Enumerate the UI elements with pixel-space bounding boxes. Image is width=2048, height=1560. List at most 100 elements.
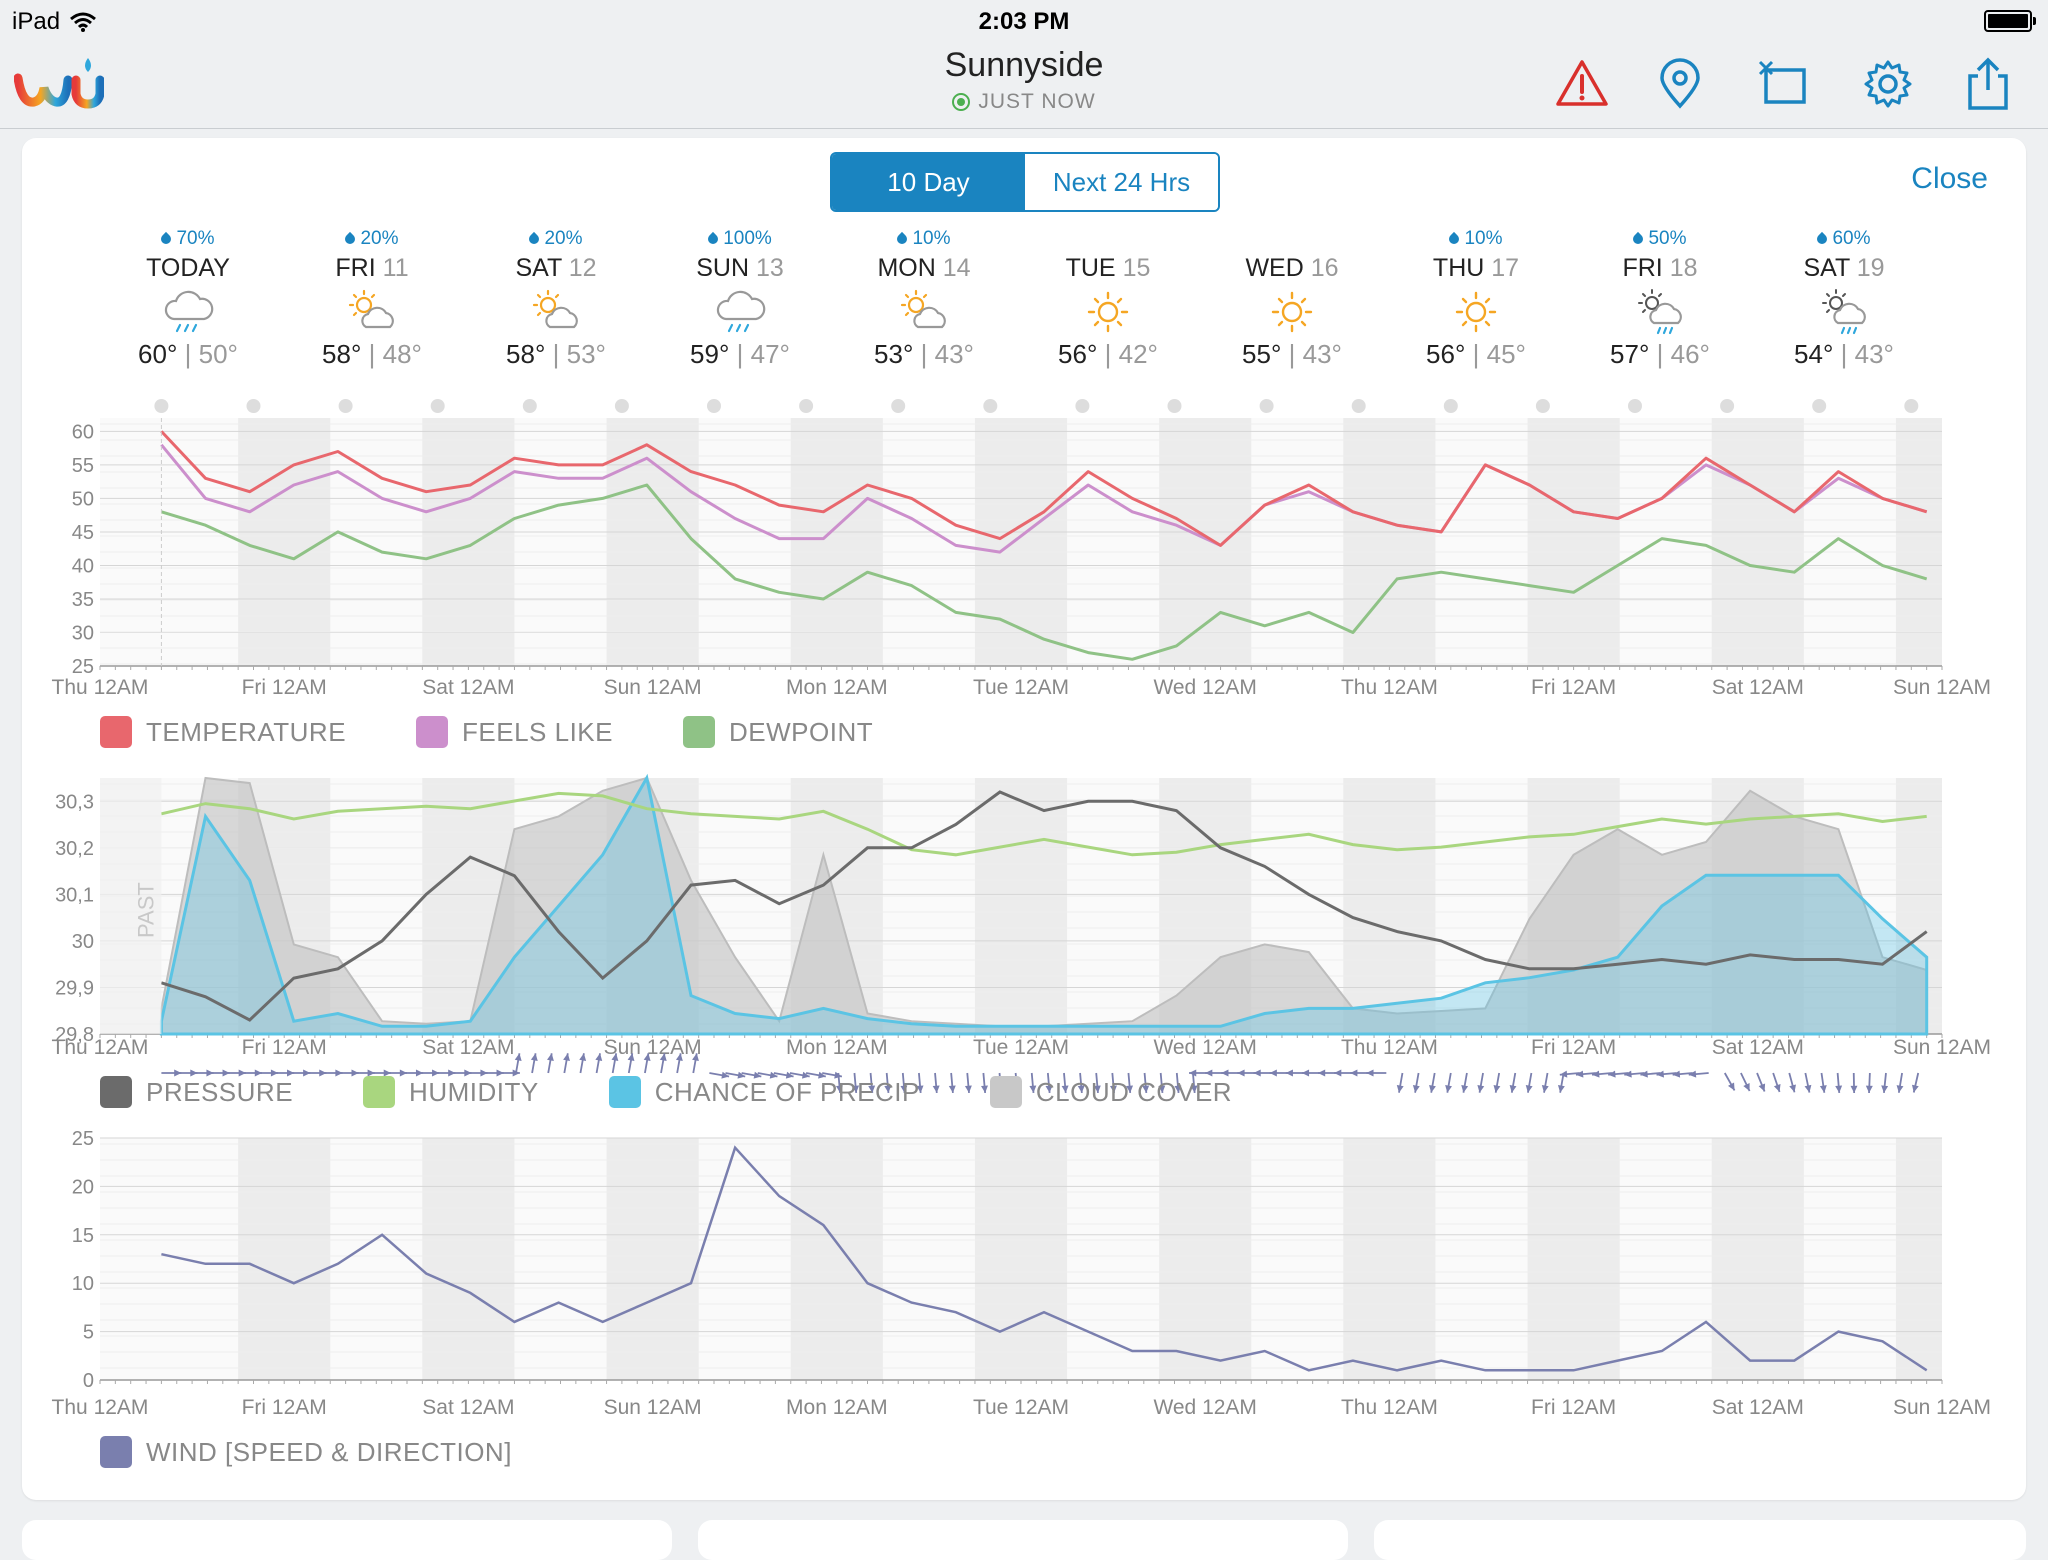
wind-arrow-icon	[1526, 1073, 1533, 1093]
legend-conditions-chart: PRESSURE HUMIDITY CHANCE OF PRECIP CLOUD…	[100, 1076, 1288, 1108]
x-tick-label: Tue 12AM	[973, 1396, 1069, 1419]
x-tick-label: Sun 12AM	[1893, 1036, 1991, 1059]
share-icon[interactable]	[1960, 56, 2016, 112]
legend-label: FEELS LIKE	[462, 717, 613, 748]
day-marker-dot	[1720, 399, 1734, 413]
wind-arrow-icon	[1851, 1073, 1858, 1093]
y-tick-label: 5	[83, 1322, 94, 1344]
wind-arrow-head	[1774, 1084, 1781, 1092]
legend-temperature[interactable]: TEMPERATURE	[100, 716, 346, 748]
legend-swatch	[683, 716, 715, 748]
day-marker-dot	[154, 399, 168, 413]
night-band	[1343, 1138, 1435, 1380]
legend-swatch	[100, 1436, 132, 1468]
night-band	[1159, 1138, 1251, 1380]
wind-arrow-head	[1429, 1085, 1436, 1093]
legend-label: WIND [SPEED & DIRECTION]	[146, 1437, 512, 1468]
y-tick-label: 60	[72, 421, 94, 443]
wind-arrow-icon	[1689, 1071, 1709, 1078]
x-tick-label: Fri 12AM	[1531, 1036, 1616, 1059]
x-tick-label: Sun 12AM	[1893, 1396, 1991, 1419]
x-tick-label: Fri 12AM	[1531, 1396, 1616, 1419]
day-marker-dot	[1904, 399, 1918, 413]
night-band	[238, 1138, 330, 1380]
status-dot-icon	[952, 93, 970, 111]
wind-arrow-head	[579, 1053, 586, 1061]
wind-arrow-head	[1866, 1086, 1873, 1093]
battery-icon	[1984, 10, 2032, 32]
wind-arrow-head	[1851, 1086, 1858, 1093]
wind-arrow-icon	[1461, 1073, 1468, 1093]
wind-arrow-icon	[1445, 1073, 1452, 1093]
past-label: PAST	[133, 882, 158, 938]
legend-humidity[interactable]: HUMIDITY	[363, 1076, 539, 1108]
day-marker-dot	[799, 399, 813, 413]
x-tick-label: Fri 12AM	[242, 676, 327, 699]
wind-arrow-icon	[1820, 1073, 1827, 1093]
x-tick-label: Tue 12AM	[973, 676, 1069, 699]
legend-swatch	[416, 716, 448, 748]
gear-icon[interactable]	[1860, 56, 1916, 112]
y-tick-label: 30	[72, 622, 94, 644]
page-title: Sunnyside	[0, 46, 2048, 85]
night-band	[1528, 1138, 1620, 1380]
wind-arrow-icon	[1912, 1073, 1919, 1093]
x-tick-label: Sun 12AM	[604, 676, 702, 699]
x-tick-label: Thu 12AM	[52, 1036, 149, 1059]
y-tick-label: 50	[72, 488, 94, 510]
location-icon[interactable]	[1652, 56, 1708, 112]
day-marker-dot	[707, 399, 721, 413]
wind-arrow-icon	[1397, 1073, 1404, 1093]
wind-arrow-head	[1689, 1071, 1696, 1078]
legend-wind-chart: WIND [SPEED & DIRECTION]	[100, 1436, 568, 1468]
wind-arrow-icon	[547, 1053, 554, 1073]
night-band	[422, 1138, 514, 1380]
cast-icon[interactable]	[1756, 56, 1812, 112]
night-band	[238, 418, 330, 666]
x-tick-label: Wed 12AM	[1153, 1396, 1257, 1419]
wind-arrow-head	[1494, 1085, 1501, 1093]
day-marker-dot	[1628, 399, 1642, 413]
wind-arrow-head	[1397, 1085, 1404, 1093]
y-tick-label: 25	[72, 656, 94, 678]
legend-chance-of-precip[interactable]: CHANCE OF PRECIP	[609, 1076, 920, 1108]
day-marker-dot	[891, 399, 905, 413]
wind-arrow-head	[1912, 1085, 1919, 1093]
bottom-card-3	[1374, 1520, 2026, 1560]
wind-arrow-head	[1334, 1070, 1341, 1077]
night-band	[1159, 418, 1251, 666]
x-tick-label: Wed 12AM	[1153, 676, 1257, 699]
night-band	[1896, 418, 1942, 666]
x-tick-label: Sat 12AM	[422, 1396, 514, 1419]
y-tick-label: 30	[72, 931, 94, 953]
wind-arrow-head	[1673, 1071, 1680, 1078]
legend-dewpoint[interactable]: DEWPOINT	[683, 716, 873, 748]
night-band	[1712, 418, 1804, 666]
x-tick-label: Wed 12AM	[1153, 1036, 1257, 1059]
night-band	[1712, 1138, 1804, 1380]
legend-swatch	[100, 1076, 132, 1108]
y-tick-label: 30,3	[55, 791, 94, 813]
legend-label: PRESSURE	[146, 1077, 293, 1108]
night-band	[1896, 1138, 1942, 1380]
wind-arrow-head	[1510, 1085, 1517, 1093]
wind-arrow-head	[1805, 1085, 1812, 1093]
wind-arrow-head	[515, 1053, 522, 1061]
wind-arrow-icon	[579, 1053, 586, 1073]
x-tick-label: Thu 12AM	[1341, 676, 1438, 699]
legend-pressure[interactable]: PRESSURE	[100, 1076, 293, 1108]
alert-icon[interactable]	[1554, 56, 1610, 112]
night-band	[1528, 418, 1620, 666]
update-status: JUST NOW	[0, 90, 2048, 114]
day-marker-dot	[1812, 399, 1826, 413]
legend-feels-like[interactable]: FEELS LIKE	[416, 716, 613, 748]
wind-arrow-icon	[1897, 1073, 1904, 1093]
x-tick-label: Thu 12AM	[1341, 1036, 1438, 1059]
wind-arrow-head	[1897, 1085, 1904, 1093]
status-time: 2:03 PM	[0, 8, 2048, 36]
wind-arrow-head	[1542, 1085, 1549, 1093]
legend-cloud-cover[interactable]: CLOUD COVER	[990, 1076, 1232, 1108]
legend-wind[interactable]: WIND [SPEED & DIRECTION]	[100, 1436, 512, 1468]
